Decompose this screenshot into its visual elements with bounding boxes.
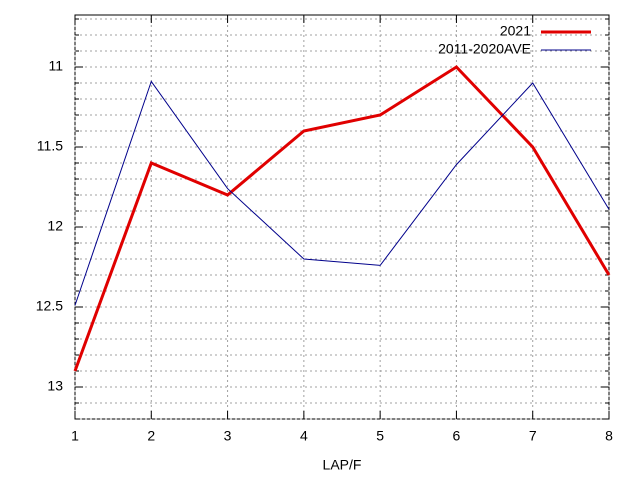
x-tick-label: 4: [300, 428, 308, 444]
series-line: [73, 65, 611, 372]
x-tick-label: 1: [71, 428, 79, 444]
x-tick-label: 7: [529, 428, 537, 444]
x-axis-label: LAP/F: [323, 457, 362, 473]
legend-label: 2021: [500, 23, 531, 39]
x-tick-label: 2: [147, 428, 155, 444]
series-line: [74, 80, 610, 306]
y-tick-label: 12: [47, 218, 63, 234]
y-tick-label: 12.5: [36, 298, 63, 314]
legend-label: 2011-2020AVE: [438, 41, 531, 57]
y-tick-label: 11.5: [37, 138, 63, 154]
y-tick-label: 11: [48, 58, 63, 74]
x-tick-label: 5: [376, 428, 384, 444]
y-tick-label: 13: [47, 378, 63, 394]
x-tick-label: 3: [224, 428, 232, 444]
plot-frame: [74, 14, 610, 420]
x-tick-label: 6: [453, 428, 461, 444]
x-tick-label: 8: [605, 428, 613, 444]
